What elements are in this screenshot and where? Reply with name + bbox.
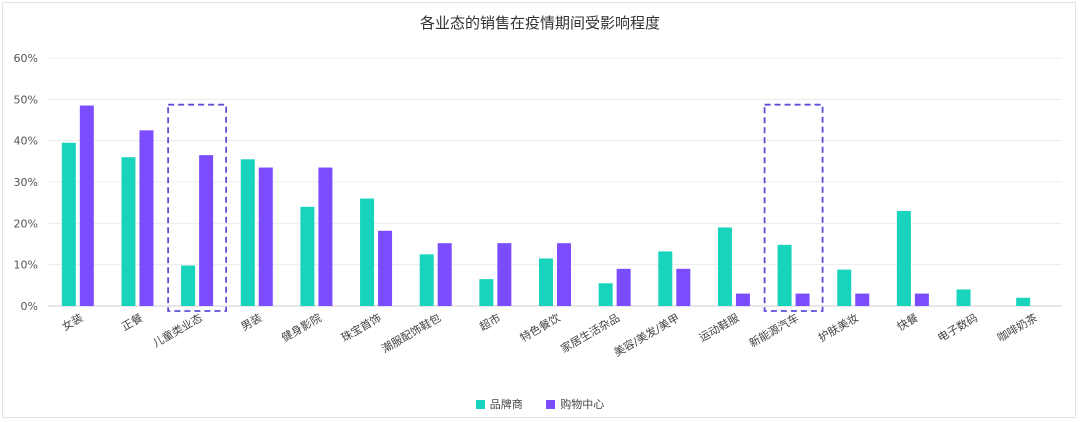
bar-brand <box>181 265 196 306</box>
bar-brand <box>240 159 255 306</box>
y-tick-label: 20% <box>14 217 38 230</box>
x-tick-label: 儿童类业态 <box>150 310 205 350</box>
legend-item-brand: 品牌商 <box>475 396 523 412</box>
bar-brand <box>61 142 76 306</box>
x-tick-label: 护肤美妆 <box>816 310 861 344</box>
bar-brand <box>717 227 732 306</box>
bar-mall <box>258 167 273 306</box>
bar-brand <box>777 244 792 306</box>
y-tick-label: 10% <box>14 259 38 272</box>
bar-brand <box>896 210 911 306</box>
x-tick-label: 快餐 <box>894 310 920 333</box>
bar-brand <box>1016 297 1031 306</box>
bar-brand <box>419 254 434 306</box>
bar-mall <box>437 243 452 306</box>
legend-item-mall: 购物中心 <box>546 396 604 412</box>
bar-mall <box>676 268 691 306</box>
bar-mall <box>557 243 571 306</box>
y-tick-label: 30% <box>14 176 38 189</box>
bar-brand <box>539 258 553 306</box>
bar-mall <box>795 293 810 306</box>
highlight-box <box>763 103 824 312</box>
bar-brand <box>300 206 315 306</box>
x-tick-label: 运动鞋服 <box>696 310 741 344</box>
bar-brand <box>837 269 852 306</box>
bar-mall <box>735 293 750 306</box>
legend-swatch-mall <box>546 399 556 409</box>
bar-mall <box>616 268 631 306</box>
bar-brand <box>658 251 673 306</box>
y-tick-label: 40% <box>14 135 38 148</box>
bar-brand <box>360 198 375 306</box>
bar-mall <box>914 293 929 306</box>
bar-brand <box>598 283 613 306</box>
x-tick-label: 男装 <box>239 311 265 333</box>
y-tick-label: 0% <box>21 300 38 313</box>
bar-mall <box>378 230 393 306</box>
bar-mall <box>139 130 154 306</box>
legend-label-mall: 购物中心 <box>560 398 605 411</box>
x-tick-label: 珠宝首饰 <box>338 310 383 344</box>
x-tick-label: 女装 <box>59 310 85 333</box>
bar-brand <box>121 157 136 306</box>
highlight-box <box>167 103 228 312</box>
bar-brand <box>479 279 494 306</box>
bar-mall <box>79 105 94 307</box>
bar-mall <box>199 155 214 306</box>
legend: 品牌商 购物中心 <box>0 396 1080 412</box>
bar-mall <box>318 167 333 306</box>
x-tick-label: 电子数码 <box>935 311 980 344</box>
x-tick-label: 新能源汽车 <box>746 310 801 350</box>
y-tick-label: 50% <box>14 93 38 106</box>
x-tick-label: 健身影院 <box>279 310 324 344</box>
bar-brand <box>956 289 971 306</box>
chart-title: 各业态的销售在疫情期间受影响程度 <box>419 14 660 32</box>
x-tick-label: 咖啡奶茶 <box>995 310 1040 344</box>
x-tick-label: 正餐 <box>119 310 145 333</box>
legend-label-brand: 品牌商 <box>489 398 523 411</box>
bar-mall <box>497 243 512 306</box>
y-tick-label: 60% <box>14 52 38 65</box>
x-tick-label: 超市 <box>477 310 503 333</box>
x-tick-label: 特色餐饮 <box>517 310 562 344</box>
bar-mall <box>855 293 870 306</box>
x-tick-label: 潮服配饰鞋包 <box>379 310 443 355</box>
x-tick-label: 美容/美发/美甲 <box>611 310 682 359</box>
legend-swatch-brand <box>475 399 485 409</box>
